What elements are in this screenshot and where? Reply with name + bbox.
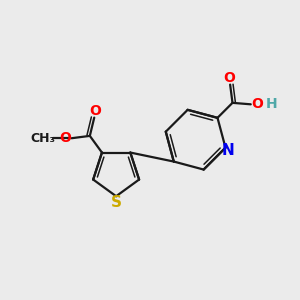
Text: O: O (224, 71, 236, 85)
Text: O: O (251, 97, 263, 111)
Text: S: S (111, 195, 122, 210)
Text: N: N (221, 143, 234, 158)
Text: O: O (59, 131, 71, 145)
Text: CH₃: CH₃ (31, 132, 56, 145)
Text: O: O (89, 104, 101, 118)
Text: H: H (266, 97, 278, 111)
